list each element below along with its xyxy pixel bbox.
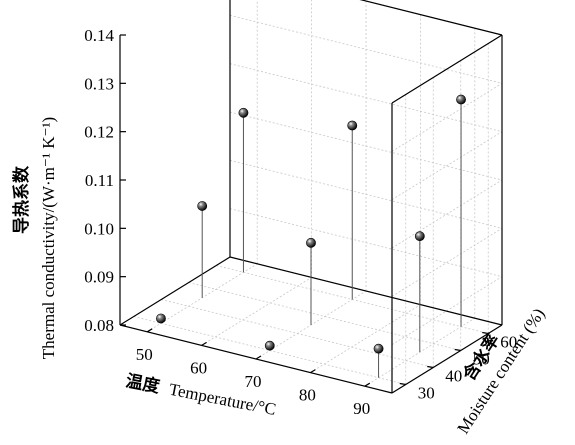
z-tick-label: 60 [500,333,517,352]
z-tick [399,382,406,386]
y-tick-label: 0.12 [84,123,114,142]
z-tick [454,348,461,352]
x-tick-label: 80 [299,386,316,405]
axis-frame [119,0,503,394]
tick-marks [120,34,489,387]
frame-edge [359,0,503,36]
z-tick-label: 30 [418,384,435,403]
grid-line [391,179,503,249]
x-tick [201,341,207,346]
data-point [373,343,384,354]
data-point [347,120,358,131]
x-tick-label: 70 [245,372,262,391]
grid-line [229,111,503,181]
data-point [414,231,425,242]
x-tick-label: 90 [353,399,370,418]
y-tick-label: 0.10 [84,219,114,238]
y-tick-label: 0.13 [84,74,114,93]
data-point [264,340,275,351]
frame-edge [391,34,503,104]
x-tick-label: 60 [190,358,207,377]
grid-line [391,131,503,201]
x-axis-label-cn: 温度 [124,370,162,396]
x-tick-label: 50 [136,345,153,364]
tick-labels: 0.08 0.09 0.10 0.11 0.12 0.13 0.14 50 60 70 80 90 30… [84,26,517,418]
x-tick [146,328,153,333]
data-point [306,237,316,248]
grid-line [391,82,503,152]
grid-line [229,63,503,133]
grid-line [201,277,312,346]
y-axis-label-cn: 导热系数 [11,165,31,234]
y-axis-label: Thermal conductivity/(W·m⁻¹ K⁻¹) [39,117,58,359]
z-tick-label: 50 [473,350,490,369]
grid-line [229,159,503,229]
x-tick [255,355,262,360]
data-points [156,94,466,354]
data-point [238,107,249,118]
x-tick [310,369,316,374]
grid-lines [133,0,503,394]
data-point [197,201,208,211]
frame-edge [229,256,503,326]
x-tick [364,382,371,387]
y-tick-label: 0.14 [84,26,114,45]
grid-line [188,282,461,351]
z-tick [427,365,434,369]
z-tick [482,331,489,335]
z-tick-label: 40 [445,367,462,386]
frame-edge [119,256,231,326]
y-tick-label: 0.08 [84,316,114,335]
grid-line [310,304,421,373]
data-point [456,94,466,105]
frame-edge [391,324,503,394]
data-point [156,313,166,324]
grid-line [229,208,503,278]
grid-line [161,299,434,368]
y-tick-label: 0.09 [84,268,114,287]
stems [160,99,462,378]
grid-line [391,227,503,297]
y-tick-label: 0.11 [85,171,114,190]
grid-line [229,14,503,84]
